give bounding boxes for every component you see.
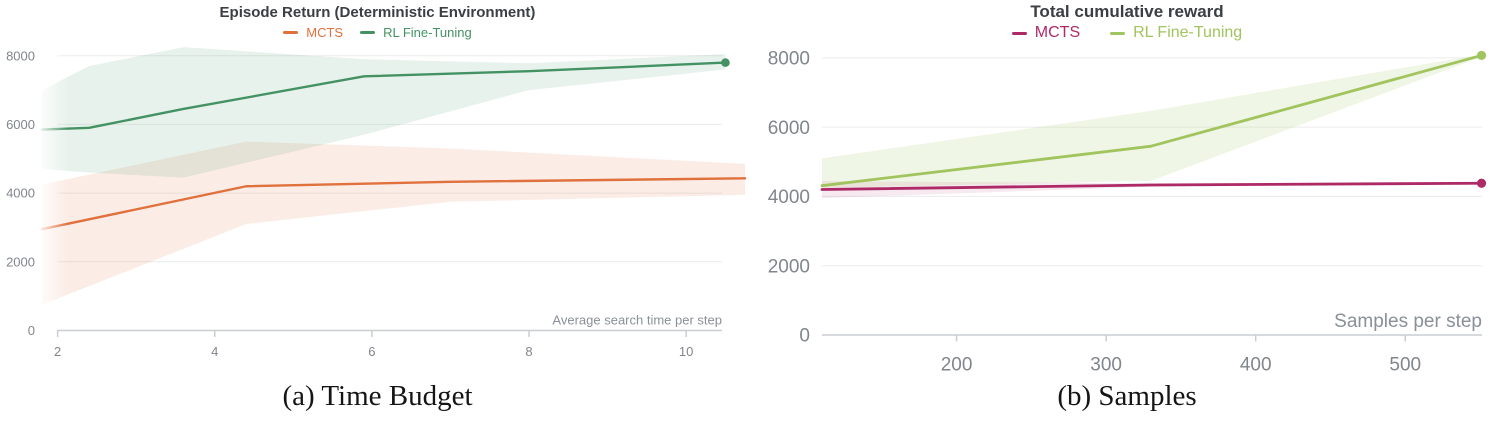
legend-item-rl-fine-tuning: RL Fine-Tuning	[360, 25, 472, 40]
legend: MCTS RL Fine-Tuning	[0, 25, 755, 40]
x-tick-label: 4	[211, 344, 218, 359]
legend-label: MCTS	[306, 25, 344, 40]
time-budget-chart-canvas: 0 2000 4000 6000 8000 2 4 6 8 10 Average search ti…	[6, 42, 747, 359]
y-tick-label: 4000	[768, 187, 810, 208]
y-tick-label: 2000	[768, 256, 810, 277]
legend-dash-icon	[283, 31, 299, 34]
series-line-mcts	[820, 181, 1483, 191]
end-marker-rl-fine-tuning	[1476, 50, 1487, 61]
x-tick-label: 200	[941, 355, 973, 376]
legend-label: MCTS	[1034, 24, 1081, 41]
chart-title: Total cumulative reward	[1030, 2, 1224, 21]
chart-panel-time-budget: Episode Return (Deterministic Environmen…	[0, 0, 755, 376]
series-lines	[820, 50, 1487, 191]
legend-item-rl-fine-tuning: RL Fine-Tuning	[1110, 24, 1242, 42]
chart-panel-samples: Total cumulative reward MCTS RL Fine-Tuni…	[755, 0, 1499, 376]
legend-item-mcts: MCTS	[283, 25, 343, 40]
x-axis	[56, 329, 722, 337]
x-tick-label: 300	[1090, 355, 1122, 376]
y-tick-label: 8000	[768, 49, 810, 70]
x-tick-label: 10	[679, 344, 693, 359]
caption-time-budget: (a) Time Budget	[282, 380, 473, 412]
tick-labels: 0 2000 4000 6000 8000 200 300 400 500	[768, 49, 1421, 376]
x-tick-label: 400	[1240, 355, 1272, 376]
x-axis	[822, 334, 1482, 342]
samples-chart-canvas: 0 2000 4000 6000 8000 200 300 400 500 Samples per…	[768, 49, 1487, 376]
series-line-rl-fine-tuning	[820, 54, 1483, 188]
series-line-mcts	[40, 177, 747, 231]
x-axis-title: Samples per step	[1334, 311, 1482, 332]
x-tick-label: 6	[368, 344, 375, 359]
y-tick-label: 8000	[6, 48, 35, 63]
legend-label: RL Fine-Tuning	[1133, 24, 1243, 41]
gridlines	[57, 55, 722, 263]
x-tick-label: 8	[525, 344, 532, 359]
x-tick-label: 2	[54, 344, 61, 359]
y-tick-label: 2000	[6, 254, 35, 269]
confidence-band-rl-fine-tuning	[821, 54, 1482, 188]
chart-title: Episode Return (Deterministic Environmen…	[219, 4, 536, 21]
edge-fade-overlay	[36, 42, 68, 331]
legend-label: RL Fine-Tuning	[383, 25, 472, 40]
end-marker-rl-fine-tuning	[721, 58, 730, 67]
y-tick-label: 6000	[6, 117, 35, 132]
y-tick-label: 0	[28, 323, 35, 338]
confidence-band-mcts	[821, 181, 1482, 199]
tick-labels: 0 2000 4000 6000 8000 2 4 6 8 10	[6, 48, 693, 359]
y-tick-label: 0	[799, 326, 810, 347]
confidence-band-rl-fine-tuning	[41, 47, 726, 178]
legend-dash-icon	[1011, 31, 1027, 35]
y-tick-label: 4000	[6, 186, 35, 201]
legend-dash-icon	[1110, 31, 1126, 35]
x-axis-title: Average search time per step	[552, 313, 722, 328]
confidence-bands	[41, 47, 746, 305]
confidence-bands	[821, 54, 1482, 199]
series-line-rl-fine-tuning	[40, 61, 727, 131]
caption-samples: (b) Samples	[1057, 380, 1197, 412]
x-tick-label: 500	[1389, 355, 1421, 376]
confidence-band-mcts	[41, 141, 746, 305]
y-tick-label: 6000	[768, 118, 810, 139]
end-marker-mcts	[1476, 178, 1487, 188]
series-lines	[40, 58, 747, 231]
legend-item-mcts: MCTS	[1011, 24, 1081, 42]
legend-dash-icon	[360, 31, 376, 34]
legend: MCTS RL Fine-Tuning	[755, 24, 1499, 42]
gridlines	[822, 57, 1482, 267]
